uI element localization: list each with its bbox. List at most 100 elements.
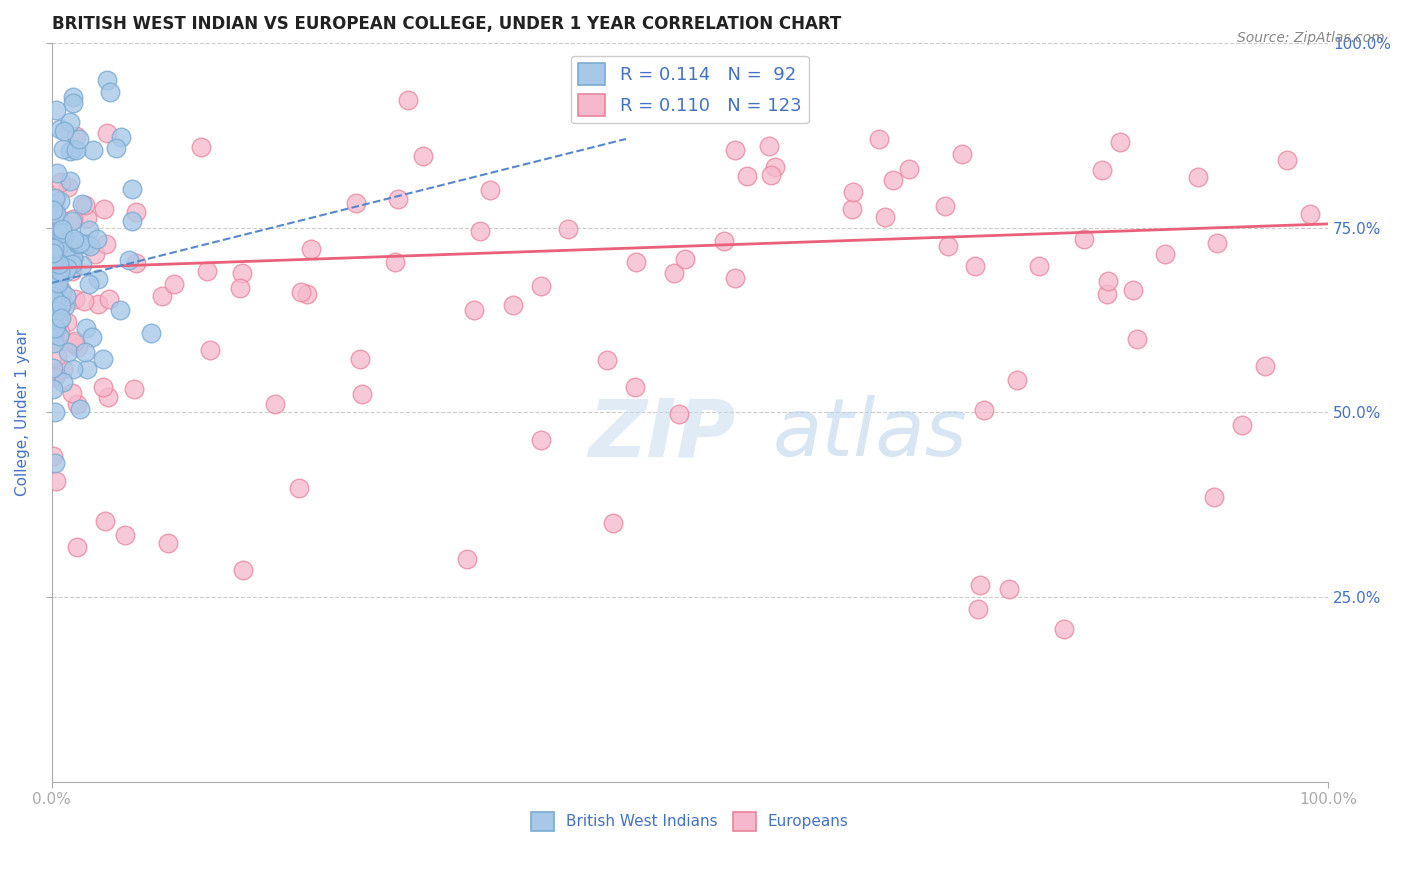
Point: [84, 247, 107, 261]
Point: [51, 234, 73, 248]
Point: [479, 183, 502, 197]
Point: [56, 261, 79, 276]
Point: [42, 288, 65, 302]
Y-axis label: College, Under 1 year: College, Under 1 year: [15, 329, 30, 496]
Point: [48, 326, 70, 340]
Point: [163, 277, 186, 292]
Point: [1154, 246, 1177, 260]
Point: [557, 222, 579, 236]
Point: [530, 279, 553, 293]
Point: [108, 303, 131, 318]
Point: [1202, 490, 1225, 504]
Point: [52, 142, 75, 156]
Point: [596, 353, 619, 368]
Point: [48, 329, 70, 343]
Point: [80, 330, 103, 344]
Point: [75, 237, 97, 252]
Point: [228, 280, 250, 294]
Point: [396, 93, 419, 107]
Point: [668, 407, 690, 421]
Point: [758, 138, 780, 153]
Point: [55, 315, 77, 329]
Point: [49, 175, 72, 189]
Point: [231, 266, 253, 280]
Point: [62, 251, 84, 265]
Point: [42, 258, 65, 272]
Point: [49, 260, 72, 275]
Point: [73, 293, 96, 308]
Point: [49, 264, 72, 278]
Point: [897, 162, 920, 177]
Point: [73, 198, 96, 212]
Point: [96, 72, 118, 87]
Point: [44, 241, 66, 255]
Point: [53, 124, 76, 138]
Point: [49, 298, 72, 312]
Point: [62, 336, 84, 351]
Point: [98, 292, 121, 306]
Point: [42, 256, 65, 270]
Point: [1028, 259, 1050, 273]
Point: [121, 214, 143, 228]
Point: [44, 404, 66, 418]
Point: [79, 223, 101, 237]
Point: [44, 456, 66, 470]
Point: [75, 345, 97, 359]
Point: [1187, 170, 1209, 185]
Point: [60, 264, 83, 278]
Point: [55, 288, 77, 302]
Point: [76, 211, 98, 225]
Point: [1053, 622, 1076, 636]
Point: [124, 382, 146, 396]
Point: [52, 361, 75, 376]
Point: [51, 285, 73, 299]
Point: [46, 349, 69, 363]
Point: [94, 514, 117, 528]
Point: [87, 272, 110, 286]
Point: [62, 250, 84, 264]
Point: [58, 235, 80, 249]
Point: [77, 277, 100, 291]
Point: [65, 129, 87, 144]
Point: [45, 322, 67, 336]
Point: [121, 182, 143, 196]
Point: [56, 246, 79, 260]
Point: [724, 143, 747, 157]
Point: [963, 259, 986, 273]
Point: [65, 144, 87, 158]
Point: [125, 205, 148, 219]
Point: [51, 222, 73, 236]
Point: [66, 540, 89, 554]
Point: [65, 292, 87, 306]
Point: [125, 256, 148, 270]
Point: [42, 299, 65, 313]
Point: [350, 387, 373, 401]
Point: [63, 232, 86, 246]
Point: [42, 360, 65, 375]
Text: ZIP: ZIP: [588, 395, 735, 474]
Point: [48, 211, 70, 225]
Point: [98, 85, 121, 99]
Point: [110, 130, 132, 145]
Point: [190, 140, 212, 154]
Point: [52, 375, 75, 389]
Point: [42, 450, 65, 464]
Point: [44, 307, 66, 321]
Point: [51, 283, 73, 297]
Point: [468, 224, 491, 238]
Point: [66, 397, 89, 411]
Point: [86, 232, 108, 246]
Point: [75, 321, 97, 335]
Point: [42, 250, 65, 264]
Point: [156, 536, 179, 550]
Point: [48, 276, 70, 290]
Point: [59, 115, 82, 129]
Point: [91, 352, 114, 367]
Point: [882, 173, 904, 187]
Point: [66, 237, 89, 252]
Point: [58, 180, 80, 194]
Point: [69, 402, 91, 417]
Point: [42, 327, 65, 342]
Point: [1073, 232, 1095, 246]
Point: [62, 142, 84, 156]
